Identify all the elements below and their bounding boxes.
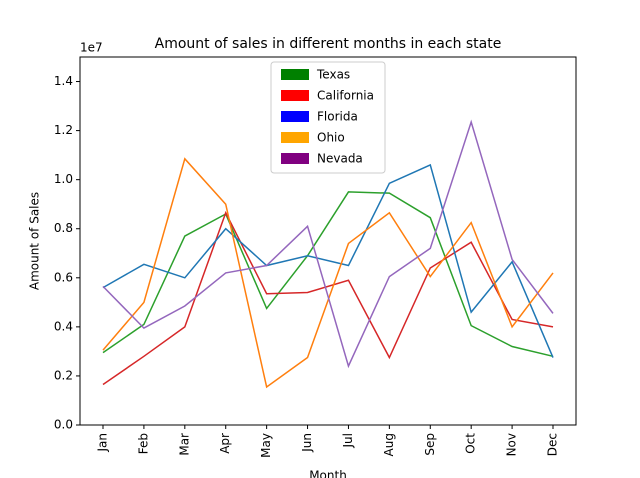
legend-swatch xyxy=(281,132,309,143)
y-tick-label: 1.4 xyxy=(54,74,73,88)
x-tick-label: Dec xyxy=(546,433,560,456)
x-tick-label: Feb xyxy=(136,433,150,454)
legend-label: Florida xyxy=(317,110,358,124)
x-tick-label: Jun xyxy=(300,433,314,453)
x-tick-label: Jan xyxy=(96,433,110,453)
series-line xyxy=(102,157,554,389)
plot-frame xyxy=(79,56,577,426)
y-tick-label: 0.4 xyxy=(54,319,73,333)
x-tick-label: May xyxy=(259,433,273,458)
x-tick-label: Jul xyxy=(341,433,355,448)
series-line xyxy=(102,191,554,358)
y-tick-label: 1.2 xyxy=(54,123,73,137)
x-tick-label: Oct xyxy=(464,433,478,454)
series-line xyxy=(102,163,554,358)
legend-label: Ohio xyxy=(317,131,345,145)
legend-swatch xyxy=(281,69,309,80)
x-tick-label: Nov xyxy=(505,433,519,456)
legend-label: California xyxy=(317,89,374,103)
y-tick-label: 0.0 xyxy=(54,418,73,432)
legend-label: Texas xyxy=(316,68,350,82)
y-tick-label: 0.2 xyxy=(54,368,73,382)
x-tick-label: Mar xyxy=(177,433,191,456)
y-tick-label: 0.6 xyxy=(54,270,73,284)
y-axis-label: Amount of Sales xyxy=(28,192,42,290)
x-tick-label: Aug xyxy=(382,433,396,456)
x-tick-label: Sep xyxy=(423,433,437,456)
series-line xyxy=(102,210,554,386)
legend-swatch xyxy=(281,153,309,164)
x-tick-label: Apr xyxy=(218,433,232,454)
legend-swatch xyxy=(281,111,309,122)
series-line xyxy=(102,119,554,369)
y-tick-label: 0.8 xyxy=(54,221,73,235)
legend-swatch xyxy=(281,90,309,101)
legend-frame xyxy=(270,61,386,174)
x-axis-label: Month xyxy=(309,469,347,478)
chart-title: Amount of sales in different months in e… xyxy=(155,36,502,52)
y-offset-label: 1e7 xyxy=(80,41,103,55)
legend-label: Nevada xyxy=(317,152,363,166)
y-tick-label: 1.0 xyxy=(54,172,73,186)
